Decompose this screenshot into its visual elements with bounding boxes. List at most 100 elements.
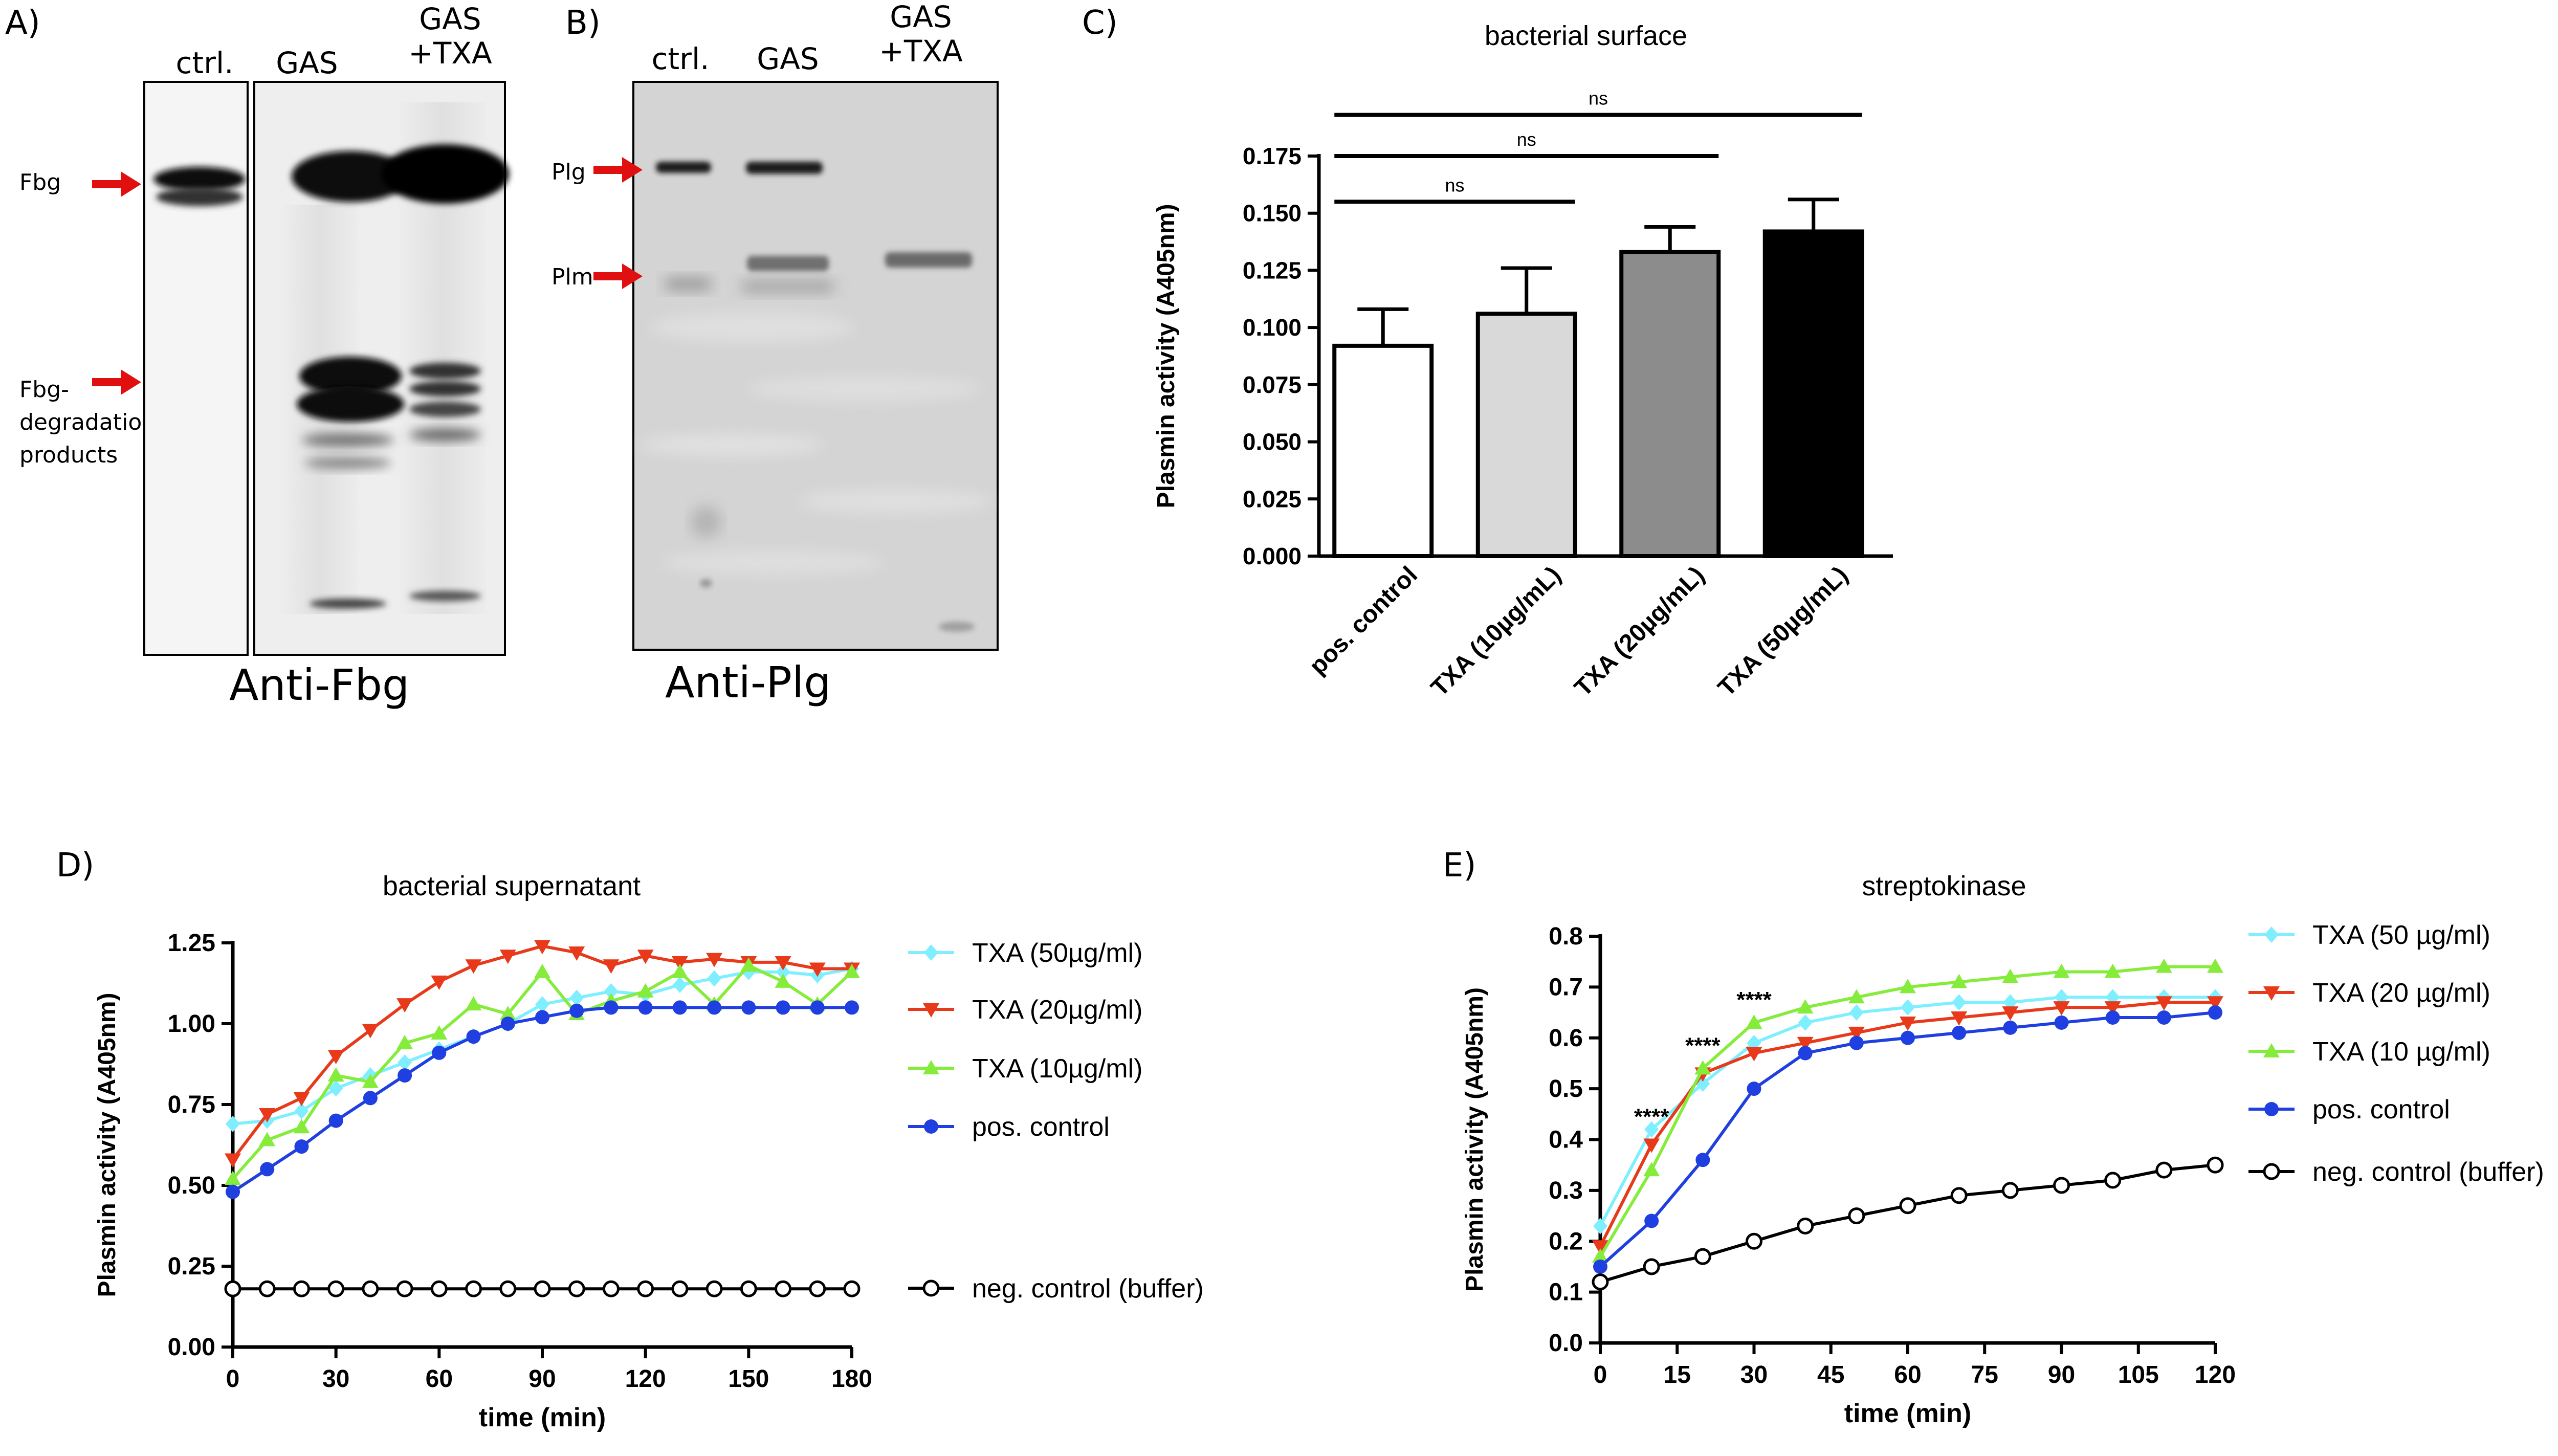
chart-e-legend-label: pos. control bbox=[2312, 1095, 2450, 1124]
chart-e-data-point bbox=[2003, 1020, 2018, 1035]
chart-e-data-point bbox=[1848, 989, 1865, 1004]
panel-a-band-gas-deg2 bbox=[297, 386, 404, 422]
chart-d-data-point bbox=[810, 1000, 825, 1015]
panel-a-band-gastxa-fbg bbox=[381, 144, 509, 204]
chart-c-bar bbox=[1475, 312, 1577, 558]
chart-d-data-point bbox=[362, 1024, 379, 1039]
chart-e-x-tick-label: 30 bbox=[1740, 1361, 1768, 1388]
chart-e-y-tick-label: 0.3 bbox=[1549, 1177, 1583, 1204]
panel-b-lane-gas: GAS bbox=[757, 41, 819, 76]
panel-b-band-ctrl-plg bbox=[656, 162, 711, 173]
panel-a-arrow-fbg bbox=[92, 171, 141, 197]
chart-d-x-label: time (min) bbox=[479, 1403, 606, 1432]
panel-b-band-plg: Plg bbox=[552, 159, 586, 185]
chart-e-data-point bbox=[2054, 1015, 2069, 1030]
chart-d-data-point bbox=[603, 959, 620, 974]
chart-d-data-point bbox=[499, 1006, 516, 1021]
chart-d-data-point bbox=[740, 1280, 757, 1297]
chart-d-data-point bbox=[535, 1010, 549, 1025]
panel-a-lane-gas: GAS bbox=[276, 46, 338, 80]
chart-d-data-point bbox=[327, 1050, 344, 1065]
chart-e-x-tick-label: 60 bbox=[1894, 1361, 1921, 1388]
chart-e-y-label: Plasmin activity (A405nm) bbox=[1461, 987, 1488, 1292]
chart-d-data-point bbox=[294, 1139, 309, 1154]
chart-d-legend-label: TXA (10µg/ml) bbox=[972, 1054, 1142, 1084]
panel-a-band-gastxa-deg4 bbox=[409, 429, 481, 441]
chart-e-significance-label: **** bbox=[1736, 987, 1772, 1012]
chart-e-data-point bbox=[1694, 1248, 1711, 1265]
panel-a-lane-ctrl: ctrl. bbox=[175, 46, 234, 80]
chart-e-data-point bbox=[2001, 1182, 2019, 1199]
chart-e-data-point bbox=[1900, 979, 1916, 994]
chart-d-data-point bbox=[776, 963, 790, 980]
chart-d-x-tick-label: 180 bbox=[831, 1365, 872, 1393]
chart-e-data-point bbox=[1592, 1273, 1609, 1291]
panel-a-band-gas-bottom bbox=[310, 599, 386, 609]
chart-e-series bbox=[1593, 1005, 2222, 1274]
panel-d-letter: D) bbox=[56, 847, 95, 885]
panel-a-blot bbox=[92, 81, 509, 656]
chart-d-series-line bbox=[232, 967, 852, 1126]
chart-d-data-point bbox=[740, 957, 757, 972]
chart-e-data-point bbox=[2053, 1001, 2070, 1016]
chart-e-data-point bbox=[2207, 1156, 2224, 1174]
chart-d-data-point bbox=[396, 998, 413, 1013]
chart-d-x-tick-label: 90 bbox=[528, 1365, 556, 1393]
chart-d-data-point bbox=[225, 1171, 241, 1185]
chart-e-data-point bbox=[1593, 1259, 1607, 1274]
chart-e-data-point bbox=[1797, 999, 1814, 1014]
chart-e-data-point bbox=[1849, 1004, 1864, 1021]
panel-b-band-gas-plm bbox=[747, 256, 829, 271]
chart-d-data-point bbox=[844, 963, 860, 978]
chart-e-legend-label: TXA (10 µg/ml) bbox=[2312, 1037, 2490, 1067]
chart-d-data-point bbox=[294, 1102, 309, 1119]
chart-d-data-point bbox=[363, 1091, 378, 1106]
panel-a-band-gas-deg3 bbox=[302, 433, 394, 447]
chart-c-x-tick-label: pos. control bbox=[1304, 561, 1423, 680]
chart-e-significance-label: **** bbox=[1685, 1033, 1721, 1058]
chart-c-y-tick-label: 0.075 bbox=[1243, 371, 1302, 398]
chart-d-data-point bbox=[706, 953, 723, 967]
panel-e-letter: E) bbox=[1443, 847, 1476, 885]
chart-c-significance-label: ns bbox=[1445, 174, 1464, 195]
chart-e-data-point bbox=[1901, 999, 1915, 1016]
chart-d-data-point bbox=[707, 1000, 722, 1015]
chart-d-data-point bbox=[430, 1280, 448, 1297]
chart-d-series bbox=[225, 957, 860, 1185]
panel-a-band-gastxa-bottom bbox=[409, 591, 481, 601]
chart-e-data-point bbox=[1848, 1207, 1865, 1225]
chart-d-data-point bbox=[845, 1000, 859, 1015]
chart-e: streptokinase 0.0 0.1 0.2 0.3 0.4 0.5 0.6 0.7 0.8… bbox=[1461, 871, 2544, 1428]
chart-e-data-point bbox=[2053, 963, 2070, 978]
chart-e-data-point bbox=[1643, 1162, 1660, 1177]
chart-d-data-point bbox=[671, 1280, 689, 1297]
chart-d-data-point bbox=[327, 1280, 345, 1297]
chart-d-legend-label: TXA (20µg/ml) bbox=[972, 995, 1142, 1025]
chart-c-y-tick-label: 0.100 bbox=[1243, 314, 1302, 341]
chart-d-legend-marker bbox=[924, 1119, 938, 1134]
chart-e-data-point bbox=[2105, 1010, 2120, 1025]
chart-d-y-tick-label: 0.00 bbox=[168, 1334, 215, 1361]
panel-b-background-streaks bbox=[640, 312, 993, 632]
chart-c-bar bbox=[1332, 343, 1434, 558]
panel-a-band-gas-deg4 bbox=[304, 457, 391, 469]
chart-d-data-point bbox=[431, 975, 448, 990]
panel-a-band-gastxa-deg1 bbox=[409, 363, 481, 379]
chart-e-data-point bbox=[1901, 1030, 1915, 1045]
panel-b-band-plm: Plm bbox=[552, 264, 593, 290]
chart-e-data-point bbox=[2156, 1010, 2171, 1025]
chart-e-data-point bbox=[1695, 1075, 1710, 1092]
chart-e-data-point bbox=[2104, 963, 2121, 978]
chart-e-series bbox=[1592, 1156, 2224, 1291]
chart-d-legend-marker bbox=[922, 1279, 940, 1297]
chart-d-data-point bbox=[225, 1153, 241, 1168]
chart-d-data-point bbox=[672, 1000, 687, 1015]
chart-d-data-point bbox=[637, 1280, 654, 1297]
chart-e-data-point bbox=[1694, 1060, 1711, 1075]
chart-d-data-point bbox=[328, 1080, 343, 1097]
chart-d-data-point bbox=[568, 946, 585, 961]
chart-d-data-point bbox=[465, 996, 482, 1011]
chart-e-data-point bbox=[1695, 1153, 1710, 1167]
chart-d-data-point bbox=[466, 1029, 481, 1044]
chart-d-data-point bbox=[534, 940, 550, 955]
